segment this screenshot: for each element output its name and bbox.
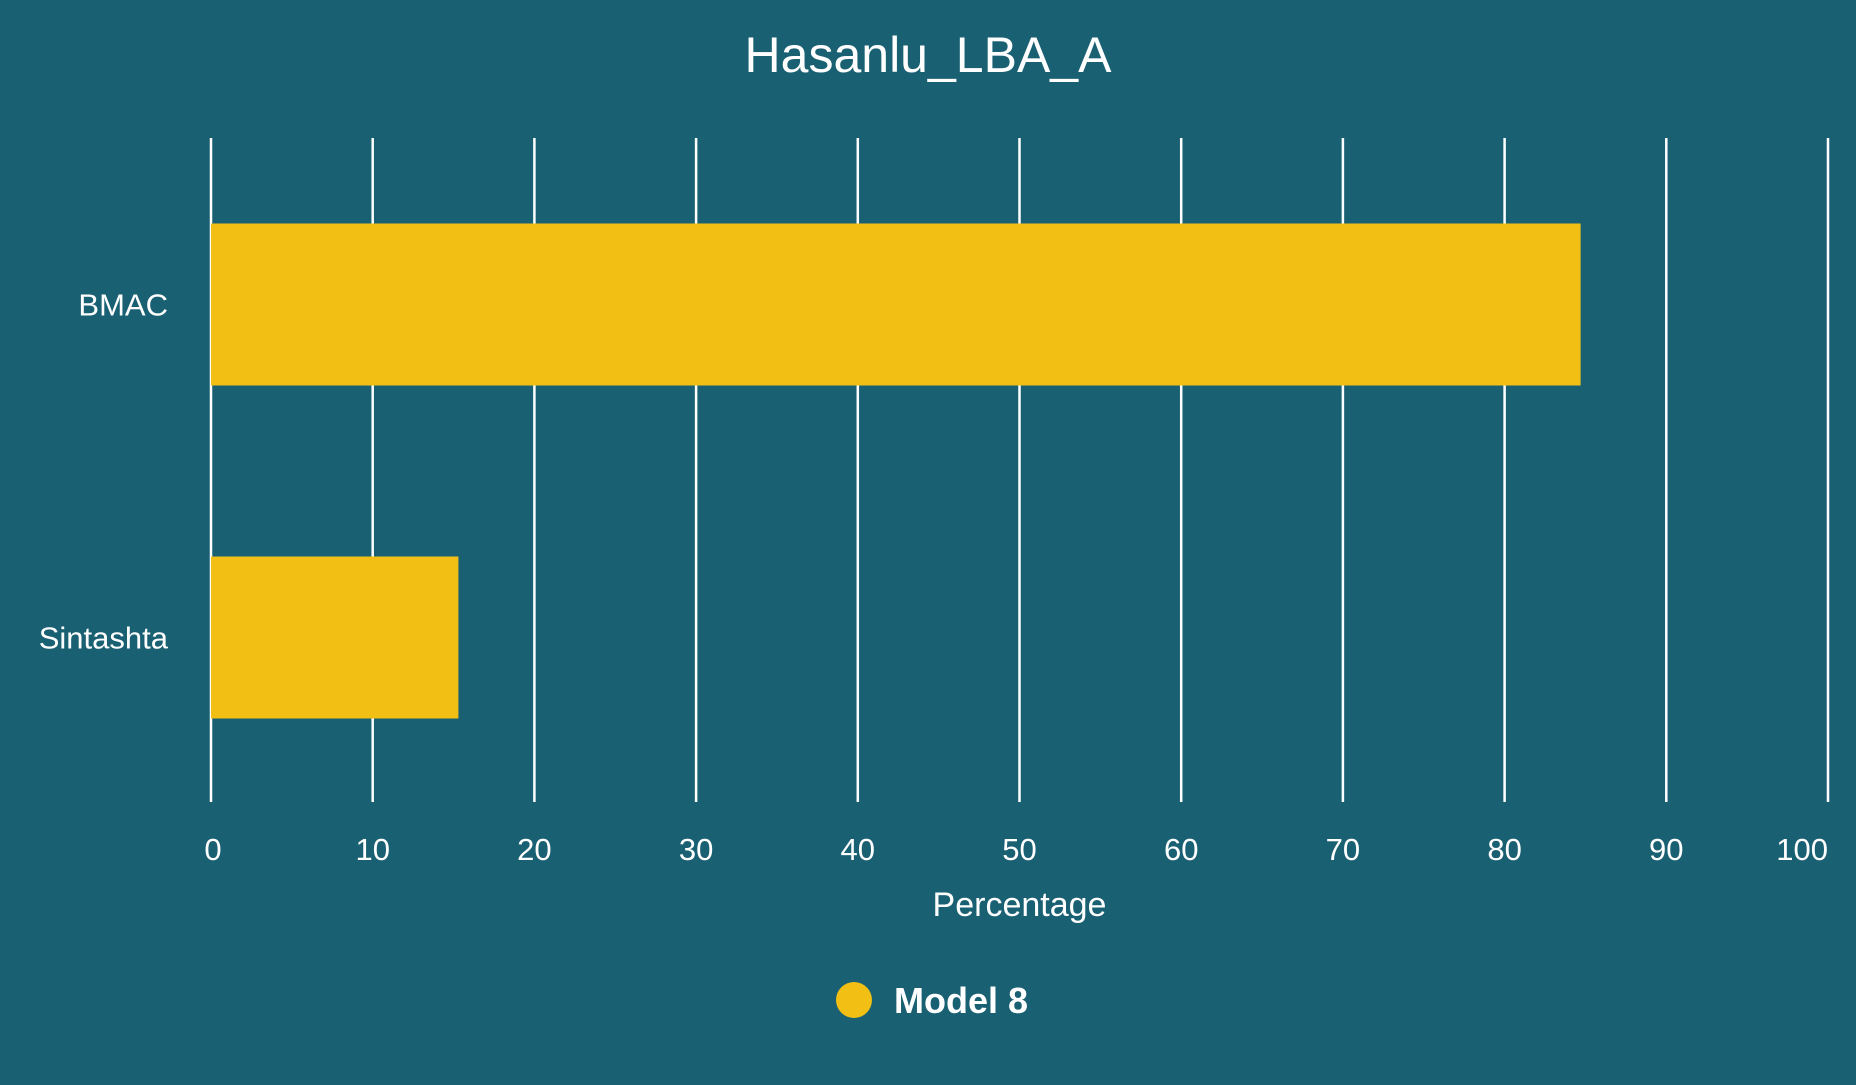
x-tick-label-30: 30 <box>679 832 713 867</box>
x-axis-title: Percentage <box>933 886 1107 924</box>
legend-swatch-icon <box>836 982 872 1018</box>
category-label-bmac: BMAC <box>78 288 168 323</box>
legend[interactable]: Model 8 <box>836 980 1028 1021</box>
chart-title: Hasanlu_LBA_A <box>745 27 1113 83</box>
x-tick-label-100: 100 <box>1776 832 1828 867</box>
bar-bmac[interactable] <box>211 223 1581 386</box>
legend-label: Model 8 <box>894 980 1028 1021</box>
bars <box>211 223 1581 719</box>
category-label-sintashta: Sintashta <box>39 621 169 656</box>
x-tick-label-0: 0 <box>204 832 221 867</box>
bar-sintashta[interactable] <box>211 556 459 719</box>
x-tick-label-70: 70 <box>1326 832 1360 867</box>
x-tick-label-60: 60 <box>1164 832 1198 867</box>
x-tick-label-50: 50 <box>1002 832 1036 867</box>
x-tick-label-20: 20 <box>517 832 551 867</box>
x-tick-labels: 0 10 20 30 40 50 60 70 80 90 100 <box>204 832 1828 867</box>
x-tick-label-80: 80 <box>1487 832 1521 867</box>
x-tick-label-40: 40 <box>841 832 875 867</box>
category-labels: BMAC Sintashta <box>39 288 169 656</box>
x-tick-label-10: 10 <box>355 832 389 867</box>
x-tick-label-90: 90 <box>1649 832 1683 867</box>
